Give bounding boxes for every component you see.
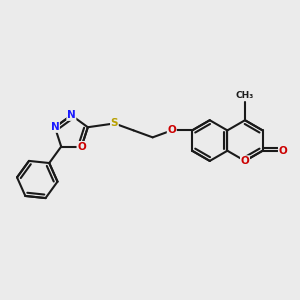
Text: CH₃: CH₃ xyxy=(236,91,254,100)
Text: S: S xyxy=(111,118,118,128)
Text: O: O xyxy=(77,142,86,152)
Text: O: O xyxy=(241,156,249,166)
Text: N: N xyxy=(67,110,76,120)
Text: N: N xyxy=(50,122,59,132)
Text: O: O xyxy=(167,125,176,135)
Text: O: O xyxy=(279,146,287,156)
